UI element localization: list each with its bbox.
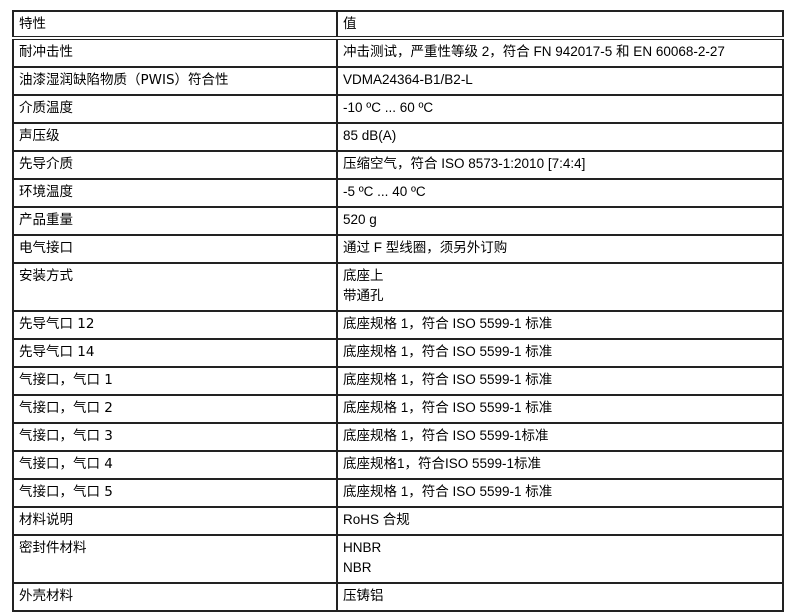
property-cell: 安装方式 <box>12 262 338 312</box>
property-cell: 密封件材料 <box>12 534 338 584</box>
value-line: HNBR <box>343 540 382 555</box>
table-row: 气接口，气口 1 底座规格 1，符合 ISO 5599-1 标准 <box>12 366 784 396</box>
value-line: -5 ºC ... 40 ºC <box>343 184 426 199</box>
value-cell: 压缩空气，符合 ISO 8573-1:2010 [7:4:4] <box>336 150 784 180</box>
value-line: 压缩空气，符合 ISO 8573-1:2010 [7:4:4] <box>343 156 586 171</box>
table-row: 先导介质 压缩空气，符合 ISO 8573-1:2010 [7:4:4] <box>12 150 784 180</box>
header-value: 值 <box>336 10 784 40</box>
property-cell: 气接口，气口 5 <box>12 478 338 508</box>
table-row: 气接口，气口 2 底座规格 1，符合 ISO 5599-1 标准 <box>12 394 784 424</box>
value-line: 底座上 <box>343 268 384 283</box>
property-cell: 外壳材料 <box>12 582 338 612</box>
value-line: 底座规格 1，符合 ISO 5599-1 标准 <box>343 316 553 331</box>
table-row: 声压级 85 dB(A) <box>12 122 784 152</box>
table-row: 安装方式 底座上带通孔 <box>12 262 784 312</box>
value-cell: HNBR NBR <box>336 534 784 584</box>
value-cell: 底座规格 1，符合 ISO 5599-1标准 <box>336 422 784 452</box>
value-line: 底座规格 1，符合 ISO 5599-1标准 <box>343 428 549 443</box>
property-cell: 气接口，气口 1 <box>12 366 338 396</box>
table-row: 油漆湿润缺陷物质（PWIS）符合性 VDMA24364-B1/B2-L <box>12 66 784 96</box>
table-row: 环境温度 -5 ºC ... 40 ºC <box>12 178 784 208</box>
property-cell: 耐冲击性 <box>12 37 338 68</box>
value-line: 底座规格 1，符合 ISO 5599-1 标准 <box>343 344 553 359</box>
value-line: NBR <box>343 560 372 575</box>
table-row: 先导气口 12 底座规格 1，符合 ISO 5599-1 标准 <box>12 310 784 340</box>
property-cell: 先导介质 <box>12 150 338 180</box>
value-cell: 通过 F 型线圈，须另外订购 <box>336 234 784 264</box>
value-cell: 压铸铝 <box>336 582 784 612</box>
value-cell: 底座规格 1，符合 ISO 5599-1 标准 <box>336 338 784 368</box>
value-line: 85 dB(A) <box>343 128 397 143</box>
value-line: 压铸铝 <box>343 588 384 603</box>
property-cell: 产品重量 <box>12 206 338 236</box>
table-row: 介质温度 -10 ºC ... 60 ºC <box>12 94 784 124</box>
value-line: 底座规格 1，符合 ISO 5599-1 标准 <box>343 484 553 499</box>
property-cell: 油漆湿润缺陷物质（PWIS）符合性 <box>12 66 338 96</box>
property-cell: 材料说明 <box>12 506 338 536</box>
property-cell: 气接口，气口 2 <box>12 394 338 424</box>
value-cell: -5 ºC ... 40 ºC <box>336 178 784 208</box>
header-property: 特性 <box>12 10 338 40</box>
value-line: 底座规格 1，符合 ISO 5599-1 标准 <box>343 372 553 387</box>
table-row: 气接口，气口 4 底座规格1，符合ISO 5599-1标准 <box>12 450 784 480</box>
value-line: 520 g <box>343 212 377 227</box>
table-row: 密封件材料 HNBR NBR <box>12 534 784 584</box>
value-line: 冲击测试，严重性等级 2，符合 FN 942017-5 和 EN 60068-2… <box>343 44 725 59</box>
table-row: 产品重量 520 g <box>12 206 784 236</box>
table-row: 电气接口 通过 F 型线圈，须另外订购 <box>12 234 784 264</box>
value-cell: RoHS 合规 <box>336 506 784 536</box>
property-cell: 声压级 <box>12 122 338 152</box>
value-cell: 底座规格1，符合ISO 5599-1标准 <box>336 450 784 480</box>
value-cell: 520 g <box>336 206 784 236</box>
table-header-row: 特性 值 <box>12 10 784 40</box>
value-cell: VDMA24364-B1/B2-L <box>336 66 784 96</box>
property-cell: 气接口，气口 4 <box>12 450 338 480</box>
value-cell: 底座规格 1，符合 ISO 5599-1 标准 <box>336 366 784 396</box>
table-row: 先导气口 14 底座规格 1，符合 ISO 5599-1 标准 <box>12 338 784 368</box>
table-row: 材料说明 RoHS 合规 <box>12 506 784 536</box>
table-row: 耐冲击性 冲击测试，严重性等级 2，符合 FN 942017-5 和 EN 600… <box>12 37 784 68</box>
value-line: 底座规格 1，符合 ISO 5599-1 标准 <box>343 400 553 415</box>
value-line: 带通孔 <box>343 288 384 303</box>
value-line: 底座规格1，符合ISO 5599-1标准 <box>343 456 542 471</box>
property-cell: 电气接口 <box>12 234 338 264</box>
property-cell: 气接口，气口 3 <box>12 422 338 452</box>
property-cell: 环境温度 <box>12 178 338 208</box>
property-cell: 介质温度 <box>12 94 338 124</box>
value-cell: 冲击测试，严重性等级 2，符合 FN 942017-5 和 EN 60068-2… <box>336 37 784 68</box>
value-cell: -10 ºC ... 60 ºC <box>336 94 784 124</box>
table-row: 气接口，气口 5 底座规格 1，符合 ISO 5599-1 标准 <box>12 478 784 508</box>
property-cell: 先导气口 14 <box>12 338 338 368</box>
table-row: 外壳材料 压铸铝 <box>12 582 784 612</box>
value-cell: 底座规格 1，符合 ISO 5599-1 标准 <box>336 394 784 424</box>
table-row: 气接口，气口 3 底座规格 1，符合 ISO 5599-1标准 <box>12 422 784 452</box>
value-line: RoHS 合规 <box>343 512 410 527</box>
value-cell: 85 dB(A) <box>336 122 784 152</box>
value-line: -10 ºC ... 60 ºC <box>343 100 434 115</box>
properties-table: 特性 值 耐冲击性 冲击测试，严重性等级 2，符合 FN 942017-5 和 E… <box>12 10 784 612</box>
value-line: 通过 F 型线圈，须另外订购 <box>343 240 508 255</box>
value-cell: 底座规格 1，符合 ISO 5599-1 标准 <box>336 310 784 340</box>
value-cell: 底座规格 1，符合 ISO 5599-1 标准 <box>336 478 784 508</box>
value-line: VDMA24364-B1/B2-L <box>343 72 473 87</box>
property-cell: 先导气口 12 <box>12 310 338 340</box>
value-cell: 底座上 带通孔 <box>336 262 784 312</box>
